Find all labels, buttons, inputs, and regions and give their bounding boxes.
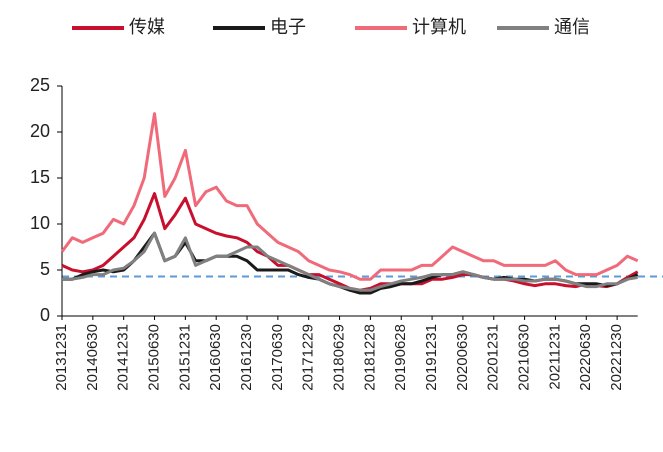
y-tick-label: 20	[30, 121, 50, 141]
legend-label: 计算机	[412, 17, 466, 37]
x-tick-label: 20170630	[269, 324, 286, 391]
series-line	[62, 231, 638, 292]
x-tick-label: 20160630	[207, 324, 224, 391]
x-tick-label: 20181228	[361, 324, 378, 391]
x-tick-label: 20221230	[608, 324, 625, 391]
x-tick-label: 20131231	[53, 324, 70, 391]
legend-label: 电子	[270, 17, 306, 37]
y-tick-label: 25	[30, 75, 50, 95]
legend-label: 传媒	[129, 17, 165, 37]
y-tick-label: 5	[40, 259, 50, 279]
y-tick-label: 15	[30, 167, 50, 187]
series-line	[60, 112, 639, 281]
x-tick-label: 20211231	[546, 324, 563, 390]
x-tick-label: 20191231	[423, 324, 440, 391]
x-tick-label: 20210630	[516, 324, 533, 391]
x-tick-label: 20201231	[485, 324, 502, 391]
x-tick-label: 20140630	[84, 324, 101, 391]
y-tick-label: 0	[40, 305, 50, 325]
legend-label: 通信	[554, 17, 590, 37]
x-tick-label: 20161230	[238, 324, 255, 391]
x-tick-label: 20141231	[115, 324, 132, 391]
x-tick-label: 20171229	[300, 324, 317, 391]
y-tick-label: 10	[30, 213, 50, 233]
x-tick-label: 20180629	[331, 324, 348, 391]
x-tick-label: 20200630	[454, 324, 471, 391]
x-tick-label: 20151231	[176, 324, 193, 391]
x-tick-label: 20190628	[392, 324, 409, 391]
x-tick-label: 20150630	[145, 324, 162, 391]
x-tick-label: 20220630	[577, 324, 594, 391]
